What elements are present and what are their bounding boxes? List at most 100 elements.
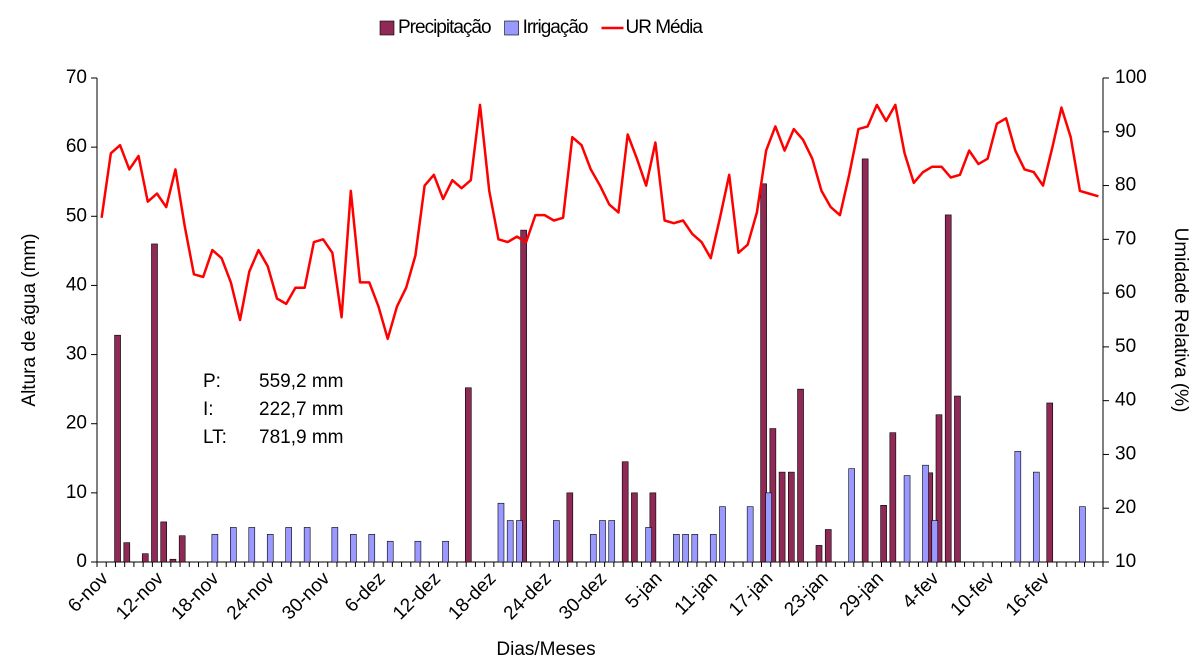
x-tick-label: 24-dez: [500, 568, 556, 624]
legend-swatch: [504, 20, 519, 36]
x-tick-label: 6-dez: [341, 568, 389, 616]
bar: [123, 542, 131, 563]
bar: [621, 461, 629, 563]
bar: [944, 214, 952, 563]
bar: [160, 521, 168, 563]
x-tick-label: 24-nov: [223, 568, 279, 624]
bar: [169, 558, 177, 563]
x-tick-label: 10-fev: [947, 568, 1000, 621]
y2-tick-label: 40: [1115, 390, 1136, 411]
y-tick-label: 20: [66, 413, 87, 434]
bar: [765, 492, 772, 563]
bar: [230, 527, 237, 563]
bar: [797, 388, 804, 563]
x-tick-label: 18-dez: [444, 568, 500, 624]
x-tick-label: 12-dez: [389, 568, 445, 624]
y-tick-label: 30: [66, 344, 87, 365]
y2-tick-label: 60: [1115, 282, 1136, 303]
bar: [760, 183, 767, 563]
bar: [151, 243, 158, 563]
bar: [889, 432, 897, 563]
bar: [903, 475, 911, 563]
legend-label: Irrigação: [523, 17, 588, 38]
y2-tick-label: 70: [1115, 228, 1136, 249]
y2-tick-label: 90: [1115, 121, 1136, 142]
x-tick-label: 6-nov: [64, 568, 113, 617]
y2-tick-label: 10: [1115, 551, 1136, 572]
y2-tick-label: 20: [1115, 497, 1136, 518]
x-tick-label: 23-jan: [780, 568, 832, 620]
bar: [516, 520, 523, 563]
bar: [673, 534, 680, 563]
y-tick-label: 60: [66, 136, 87, 157]
annotation-value: 559,2 mm: [259, 371, 343, 392]
bar: [566, 492, 574, 563]
y2-tick-label: 80: [1115, 175, 1136, 196]
bar: [815, 545, 823, 563]
x-tick-label: 18-nov: [168, 568, 224, 624]
y2-tick-label: 100: [1115, 67, 1147, 88]
bar: [954, 395, 961, 563]
y-axis-label: Altura de água (mm): [19, 233, 40, 406]
bar: [631, 492, 638, 563]
line: [100, 103, 1099, 341]
bar: [414, 540, 422, 563]
bar: [520, 229, 527, 563]
annotation-label: LT:: [203, 427, 227, 448]
bar: [880, 505, 887, 563]
x-tick-label: 17-jan: [725, 568, 777, 620]
bar: [442, 540, 449, 563]
bar: [682, 534, 689, 563]
bar: [368, 534, 376, 563]
bar: [935, 414, 943, 563]
x-tick-label: 16-fev: [1002, 568, 1055, 621]
y-tick-label: 10: [66, 482, 87, 503]
annotation-value: 222,7 mm: [259, 399, 343, 420]
x-tick-label: 11-jan: [671, 568, 722, 619]
x-tick-label: 30-dez: [555, 568, 611, 624]
bar: [599, 520, 606, 563]
y-tick-label: 50: [66, 205, 87, 226]
bar: [1079, 506, 1086, 563]
bar: [497, 502, 505, 563]
bar: [331, 527, 339, 563]
x-tick-label: 12-nov: [112, 568, 168, 624]
bar: [303, 527, 311, 563]
bar: [464, 387, 472, 563]
y2-tick-label: 50: [1115, 336, 1136, 357]
legend-label: UR Média: [625, 17, 703, 38]
bar: [778, 471, 786, 563]
bar: [350, 534, 357, 563]
bar: [248, 527, 256, 563]
annotation-label: P:: [203, 371, 221, 392]
y2-axis-label: Umidade Relativa (%): [1170, 228, 1191, 413]
annotation-value: 781,9 mm: [259, 427, 343, 448]
y-tick-label: 70: [66, 67, 87, 88]
bar: [141, 553, 149, 563]
bar: [719, 506, 726, 563]
bar: [285, 527, 293, 563]
bar: [1046, 402, 1054, 563]
bar: [848, 468, 855, 563]
y2-tick-label: 30: [1115, 443, 1136, 464]
legend-label: Precipitação: [398, 17, 491, 38]
bar: [211, 534, 219, 563]
bar: [608, 520, 616, 563]
bar: [861, 158, 869, 563]
bar: [1014, 451, 1022, 563]
bar: [931, 520, 939, 563]
bar: [178, 535, 186, 563]
x-tick-label: 4-fev: [899, 568, 944, 613]
annotation-label: I:: [203, 399, 214, 420]
bar: [746, 506, 754, 563]
bar: [824, 529, 832, 563]
y-tick-label: 40: [66, 274, 87, 295]
bar: [506, 520, 514, 563]
bar: [386, 540, 394, 563]
bar: [922, 464, 929, 563]
x-tick-label: 29-jan: [836, 568, 888, 620]
x-tick-label: 5-jan: [622, 568, 667, 613]
bar: [1032, 471, 1040, 563]
